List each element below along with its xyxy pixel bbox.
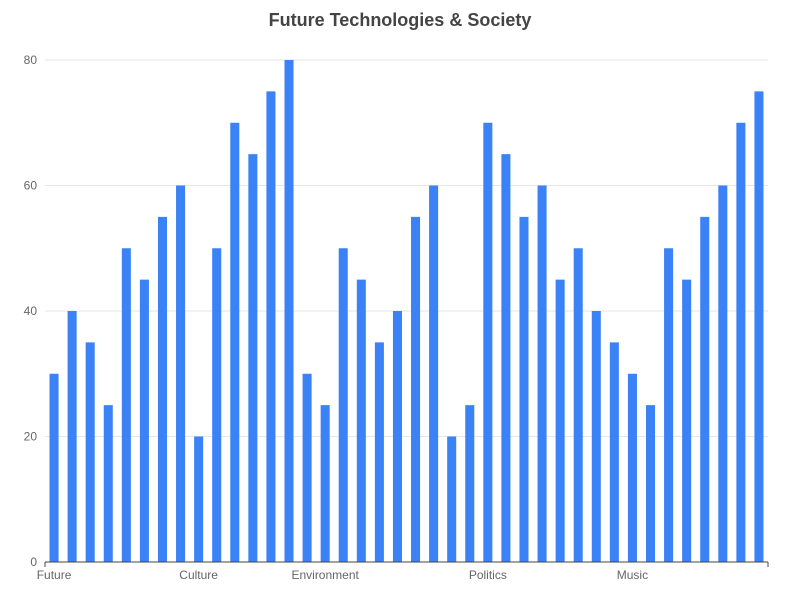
bar: [591, 311, 601, 562]
bar: [501, 154, 511, 562]
bar: [645, 405, 656, 562]
bar: [176, 185, 186, 562]
bar: [302, 373, 312, 562]
y-tick-label: 20: [24, 430, 38, 444]
bar: [700, 216, 710, 562]
bar: [230, 122, 240, 562]
bar: [103, 405, 113, 562]
y-tick-label: 40: [24, 304, 38, 318]
x-tick-label: Environment: [291, 568, 359, 582]
bar: [718, 185, 728, 562]
x-tick-label: Culture: [179, 568, 218, 582]
bar: [392, 311, 402, 562]
y-tick-label: 80: [24, 53, 38, 67]
bar: [627, 373, 637, 562]
bar: [284, 60, 294, 562]
bar: [49, 373, 59, 562]
bar: [85, 342, 95, 562]
bar: [429, 185, 439, 562]
bar: [555, 279, 565, 562]
bar: [519, 216, 529, 562]
x-tick-label: Future: [37, 568, 72, 582]
bar: [194, 436, 204, 562]
bar: [573, 248, 583, 562]
chart-title: Future Technologies & Society: [268, 10, 532, 30]
bar: [447, 436, 457, 562]
bar: [157, 216, 168, 562]
axes: 0 20 40 60 80 Future Culture Environment Politic…: [24, 53, 769, 582]
bar: [338, 248, 348, 562]
bar: [320, 405, 330, 562]
y-tick-label: 0: [30, 555, 37, 569]
y-tick-label: 60: [24, 179, 38, 193]
x-tick-label: Politics: [469, 568, 507, 582]
bar: [266, 91, 276, 562]
bar: [754, 91, 764, 562]
x-tick-label: Music: [617, 568, 648, 582]
bar: [212, 248, 222, 562]
bar: [537, 185, 547, 562]
bar: [411, 216, 421, 562]
bar: [483, 122, 493, 562]
grid-lines: [45, 59, 768, 437]
bars: [49, 60, 764, 562]
bar: [609, 342, 619, 562]
bar: [664, 248, 674, 562]
bar: [67, 311, 77, 562]
bar: [248, 154, 258, 562]
bar: [374, 342, 384, 562]
bar: [736, 122, 746, 562]
bar: [356, 279, 366, 562]
bar: [682, 279, 692, 562]
bar: [121, 248, 131, 562]
bar: [139, 279, 149, 562]
bar: [465, 405, 475, 562]
